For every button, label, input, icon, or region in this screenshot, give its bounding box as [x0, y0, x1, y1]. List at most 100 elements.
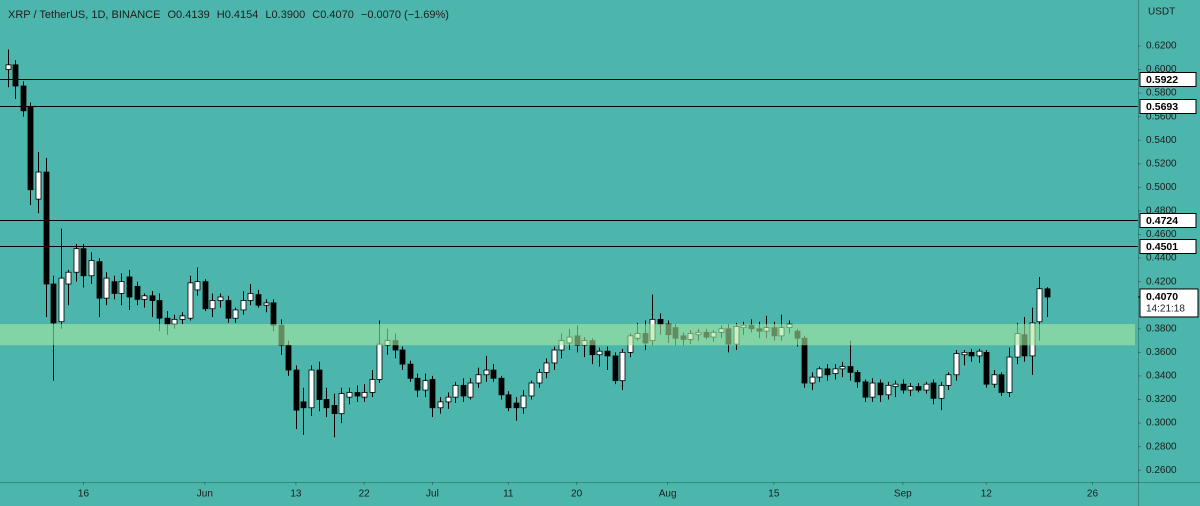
candle-body-up [308, 369, 315, 409]
candle-body-down [604, 350, 611, 357]
candle-body-up [885, 384, 892, 396]
candle-body-up [247, 293, 254, 301]
y-tick-label: 0.6200 [1146, 41, 1177, 52]
y-tick-label: 0.4200 [1146, 276, 1177, 287]
y-tick-label: 0.4800 [1146, 206, 1177, 217]
candle-body-up [35, 171, 42, 200]
x-tick-label: 16 [78, 489, 90, 500]
y-tick-label: 0.5000 [1146, 182, 1177, 193]
candle-body-up [839, 366, 846, 370]
y-tick-label: 0.5800 [1146, 88, 1177, 99]
candle-body-up [263, 302, 270, 306]
candle-body-up [809, 376, 816, 384]
candle-body-up [551, 349, 558, 364]
high-text: H0.4154 [217, 9, 259, 21]
candle-body-up [346, 392, 353, 398]
candle-body-up [361, 392, 368, 398]
x-tick-label: 22 [359, 489, 371, 500]
candle-body-down [824, 368, 831, 376]
candle-body-up [483, 369, 490, 376]
candle-body-down [323, 399, 330, 409]
candle-body-up [73, 248, 80, 273]
candle-body-up [232, 309, 239, 319]
candle-body-down [612, 355, 619, 382]
candle-body-up [187, 282, 194, 319]
candle-body-up [961, 351, 968, 356]
candle-body-up [991, 374, 998, 385]
candle-body-down [331, 404, 338, 415]
last-price-label: 0.4070 [1146, 291, 1178, 303]
candle-body-down [164, 317, 171, 325]
level-label-box [1139, 239, 1197, 254]
candle-body-up [179, 315, 186, 320]
level-label: 0.5922 [1146, 74, 1178, 86]
candle-body-down [854, 372, 861, 383]
x-tick-label: Sep [894, 489, 912, 500]
support-zone [0, 324, 1135, 346]
candle-body-down [255, 294, 262, 306]
candle-body-up [88, 260, 95, 277]
candle-body-down [1044, 288, 1051, 298]
candle-body-down [156, 300, 163, 319]
candle-body-up [543, 362, 550, 373]
open-text: O0.4139 [168, 9, 210, 21]
candle-body-up [217, 296, 224, 301]
candle-body-up [240, 300, 247, 311]
candle-body-down [149, 295, 156, 301]
candle-body-down [202, 281, 209, 310]
candle-body-down [20, 85, 27, 112]
candle-body-down [930, 382, 937, 399]
y-tick-label: 0.5400 [1146, 135, 1177, 146]
candle-body-up [1036, 288, 1043, 323]
candle-body-up [194, 281, 201, 291]
candle-body-up [437, 401, 444, 409]
candle-body-up [528, 382, 535, 397]
candle-body-down [126, 276, 133, 298]
candle-body-down [657, 318, 664, 325]
y-tick-label: 0.6000 [1146, 64, 1177, 75]
candle-body-up [171, 318, 178, 325]
candle-body-down [43, 171, 50, 285]
low-text: L0.3900 [265, 9, 305, 21]
candle-body-up [422, 380, 429, 391]
candle-body-down [354, 392, 361, 397]
level-label-box [1139, 72, 1197, 87]
candle-body-down [270, 302, 277, 326]
candle-body-up [596, 350, 603, 356]
candle-body-up [369, 379, 376, 393]
candle-body-up [953, 353, 960, 376]
y-tick-label: 0.2800 [1146, 441, 1177, 452]
candle-body-up [619, 351, 626, 382]
candle-body-down [460, 384, 467, 397]
y-tick-label: 0.3000 [1146, 418, 1177, 429]
y-tick-label: 0.3400 [1146, 371, 1177, 382]
candle-body-up [1006, 356, 1013, 393]
close-text: C0.4070 [312, 9, 354, 21]
level-label: 0.5693 [1146, 101, 1178, 113]
candle-body-down [414, 377, 421, 391]
level-label-box [1139, 99, 1197, 114]
y-tick-label: 0.4600 [1146, 229, 1177, 240]
x-tick-label: 26 [1087, 489, 1099, 500]
candle-body-up [452, 384, 459, 398]
candle-body-down [862, 381, 869, 398]
last-price-box [1139, 288, 1199, 318]
x-tick-label: 11 [503, 489, 514, 500]
candle-body-down [225, 300, 232, 319]
y-tick-label: 0.2600 [1146, 465, 1177, 476]
candle-body-down [429, 379, 436, 409]
y-tick-label: 0.4400 [1146, 253, 1177, 264]
candle-body-down [12, 64, 19, 87]
candle-body-up [536, 372, 543, 384]
candle-body-up [907, 386, 914, 391]
candle-body-down [983, 351, 990, 385]
candle-body-up [209, 300, 216, 310]
candle-body-up [58, 277, 65, 323]
candle-body-up [475, 374, 482, 384]
candle-body-down [285, 344, 292, 371]
x-tick-label: Jul [426, 489, 439, 500]
candle-body-up [923, 383, 930, 391]
candle-body-down [900, 383, 907, 391]
